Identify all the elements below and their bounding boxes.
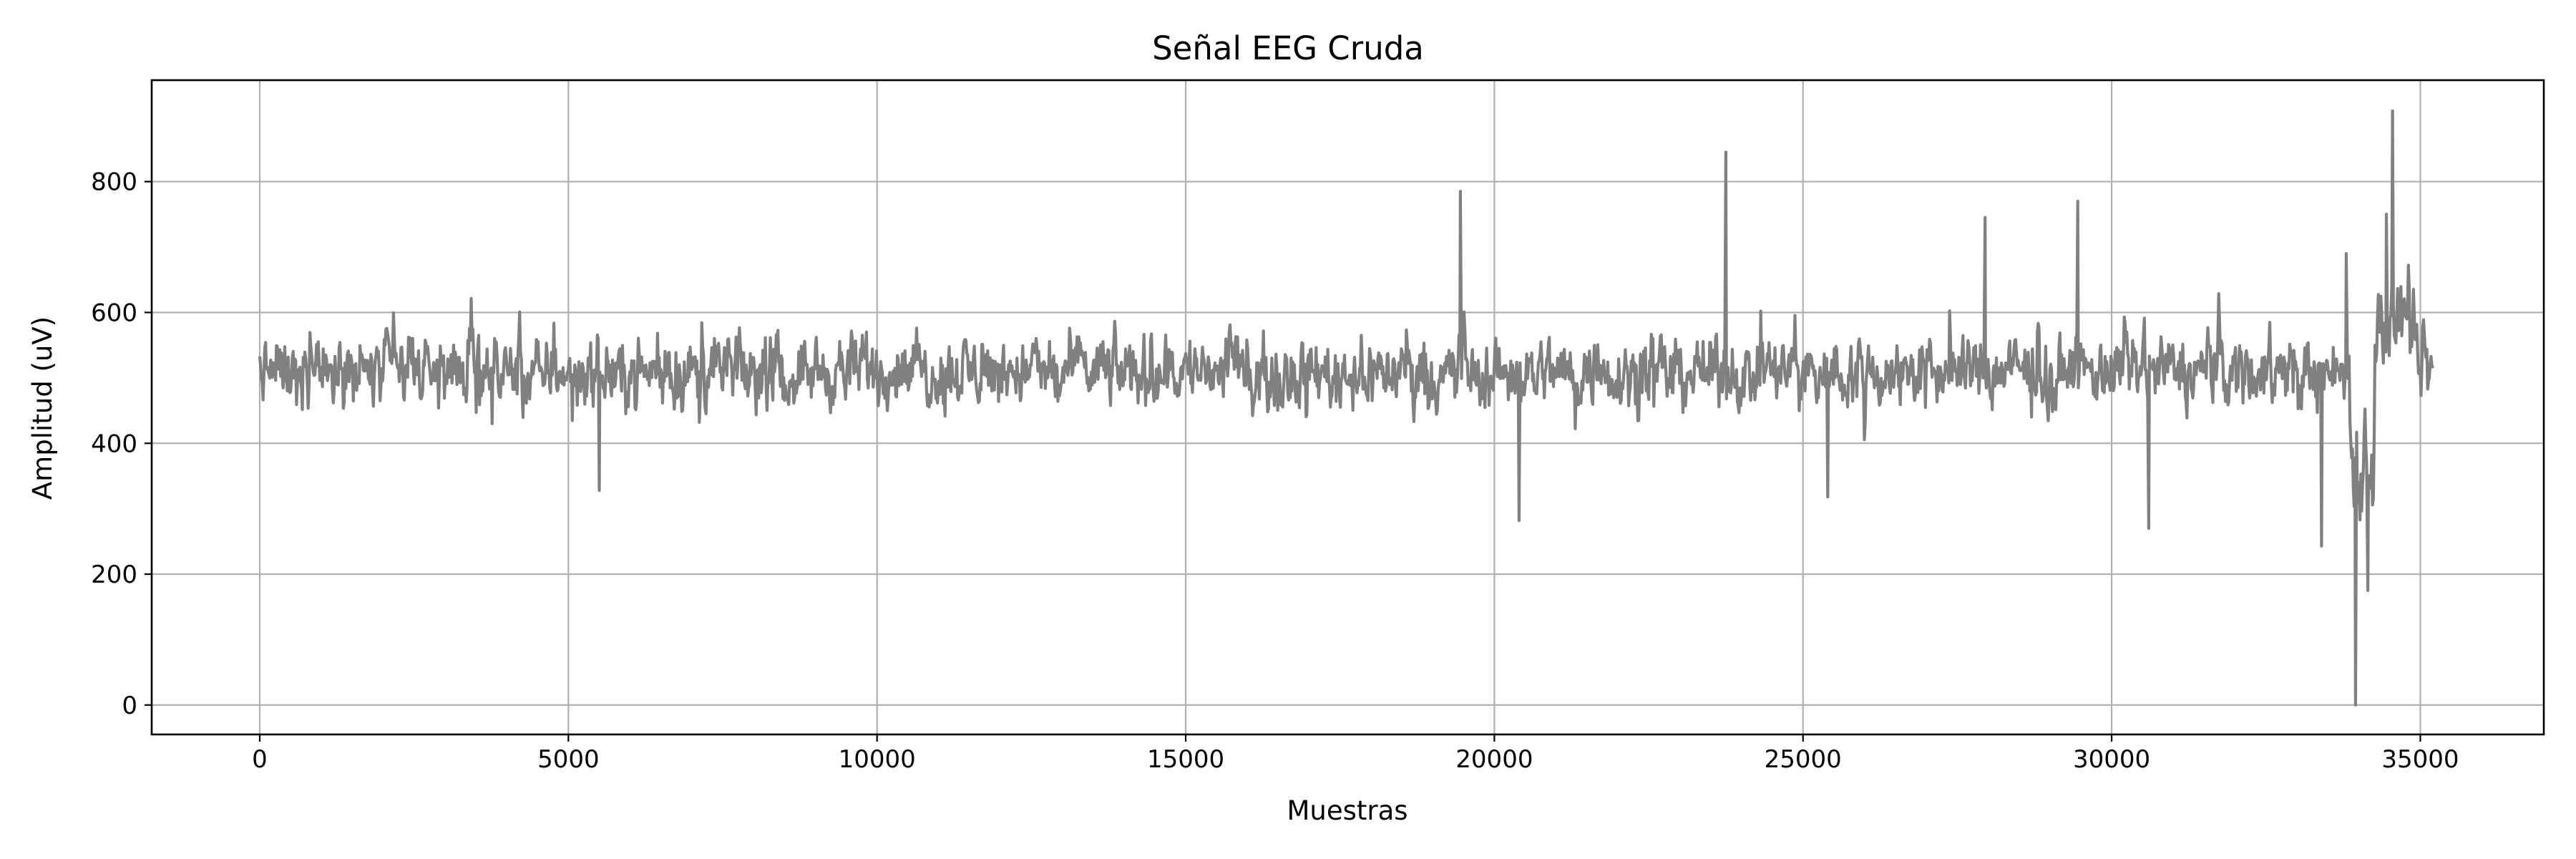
x-tick-label: 15000 <box>1147 745 1224 774</box>
eeg-signal-line <box>258 109 2434 707</box>
x-tick-label: 5000 <box>537 745 600 774</box>
y-tick-label: 600 <box>91 299 137 327</box>
chart-title: Señal EEG Cruda <box>1152 29 1424 67</box>
x-tick-label: 20000 <box>1455 745 1533 774</box>
x-tick-label: 35000 <box>2381 745 2459 774</box>
y-tick-label: 800 <box>91 168 137 197</box>
y-axis-ticks: 0 200 400 600 800 <box>91 168 152 720</box>
x-tick-label: 0 <box>252 745 268 774</box>
y-axis-label: Amplitud (uV) <box>27 316 58 500</box>
x-axis-label: Muestras <box>1287 795 1407 826</box>
plot-frame <box>150 79 2545 736</box>
grid-lines <box>152 80 2544 734</box>
x-tick-label: 25000 <box>1765 745 1842 774</box>
y-tick-label: 200 <box>91 560 137 589</box>
x-tick-label: 30000 <box>2073 745 2150 774</box>
y-tick-label: 400 <box>91 430 137 458</box>
x-axis-ticks: 0 5000 10000 15000 20000 25000 30000 35000 <box>252 734 2459 774</box>
y-tick-label: 0 <box>122 691 137 720</box>
x-tick-label: 10000 <box>839 745 916 774</box>
